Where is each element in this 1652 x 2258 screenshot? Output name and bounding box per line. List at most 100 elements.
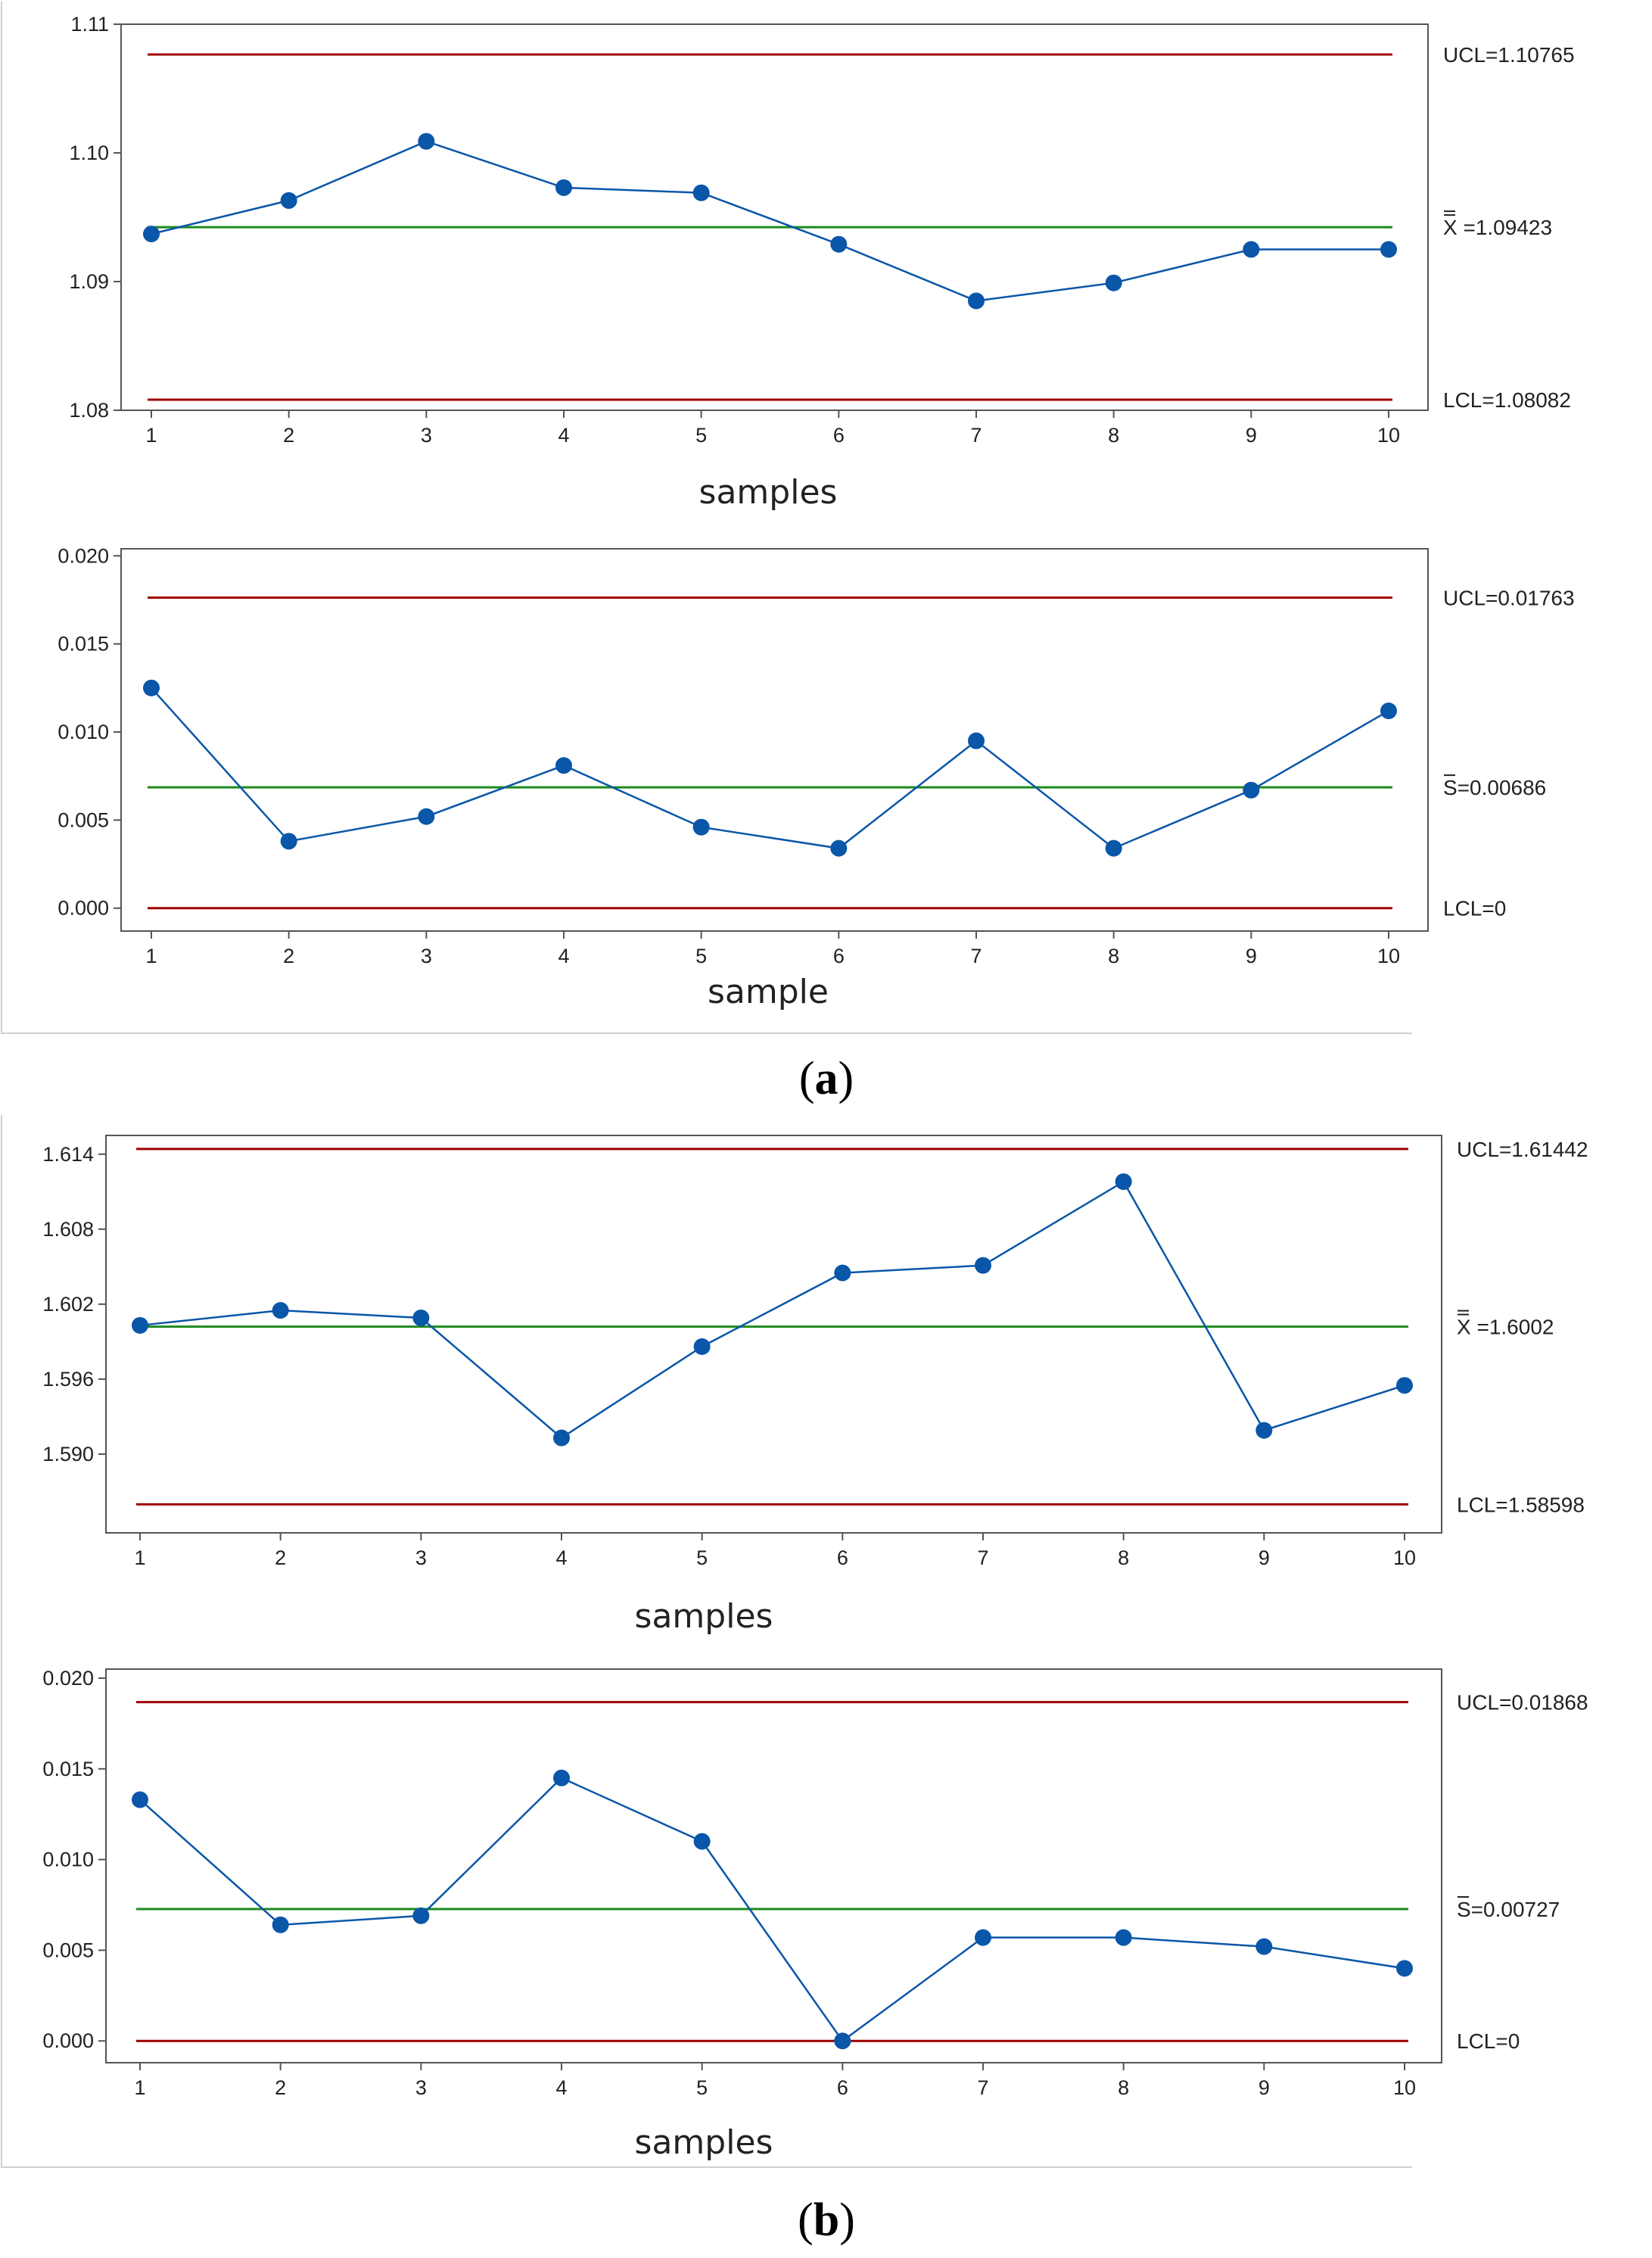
y-tick-label: 0.000 <box>58 897 109 920</box>
center-label: S=0.00727 <box>1457 1898 1560 1921</box>
x-tick-label: 1 <box>145 424 157 447</box>
data-point <box>830 235 848 253</box>
series-line <box>139 1777 1405 2043</box>
x-tick-label: 4 <box>555 1546 567 1569</box>
x-tick-label: 10 <box>1393 1546 1416 1569</box>
x-tick-label: 6 <box>837 2076 848 2099</box>
x-tick-label: 7 <box>977 1546 988 1569</box>
x-tick-label: 10 <box>1377 424 1400 447</box>
chart-b-xbar: 1.590 1.596 1.602 1.608 1.614 1 2 3 4 5 6 7 8 9 10 samp… <box>42 1135 1588 1636</box>
data-point <box>968 732 985 749</box>
data-point <box>272 1916 289 1933</box>
x-axis-label: samples <box>635 2123 773 2162</box>
data-point <box>693 1833 711 1850</box>
caption-a: (a) <box>799 1053 854 1104</box>
data-point <box>1243 241 1260 258</box>
x-tick-label: 2 <box>275 2076 286 2099</box>
y-tick-label: 0.005 <box>42 1939 94 1961</box>
x-tick-label: 7 <box>970 945 982 967</box>
data-point <box>132 1791 148 1808</box>
center-value: =1.6002 <box>1471 1316 1554 1339</box>
lcl-label: LCL=1.58598 <box>1457 1493 1585 1516</box>
ucl-label: UCL=0.01763 <box>1443 586 1575 609</box>
y-tick-label: 1.596 <box>42 1368 94 1391</box>
data-point <box>555 757 572 774</box>
center-symbol: S <box>1457 1898 1471 1921</box>
plot-frame <box>120 23 1429 411</box>
x-tick-label: 3 <box>421 424 432 447</box>
y-tick-label: 0.005 <box>58 808 109 831</box>
lcl-label: LCL=0 <box>1443 897 1506 920</box>
x-tick-label: 6 <box>833 424 845 447</box>
data-point <box>280 192 297 209</box>
y-tick-label: 0.010 <box>58 721 109 743</box>
ucl-label: UCL=1.61442 <box>1457 1138 1588 1161</box>
x-tick-label: 8 <box>1118 1546 1129 1569</box>
x-tick-label: 8 <box>1108 945 1119 967</box>
data-point <box>418 132 435 150</box>
y-tick-label: 0.015 <box>58 633 109 656</box>
center-symbol: X <box>1443 216 1458 239</box>
x-tick-label: 6 <box>833 945 845 967</box>
chart-a-xbar: 1.08 1.09 1.10 1.11 1 2 3 4 5 6 7 8 9 10 samples UCL=1.… <box>69 13 1574 512</box>
center-label: X =1.6002 <box>1457 1316 1554 1339</box>
data-point <box>1396 1960 1413 1977</box>
center-symbol: S <box>1443 776 1458 799</box>
data-point <box>693 1338 711 1356</box>
panel-a-border <box>1 2 1412 1034</box>
x-tick-label: 7 <box>977 2076 988 2099</box>
data-point <box>692 818 710 836</box>
lcl-label: LCL=1.08082 <box>1443 388 1571 412</box>
x-tick-label: 3 <box>415 2076 427 2099</box>
data-point <box>975 1929 991 1946</box>
plot-frame <box>120 548 1429 932</box>
x-tick-label: 5 <box>696 2076 708 2099</box>
center-value: =0.00727 <box>1471 1898 1560 1921</box>
y-tick-label: 1.09 <box>69 270 109 293</box>
x-tick-label: 8 <box>1118 2076 1129 2099</box>
data-point <box>553 1429 570 1447</box>
panel-b-border <box>1 1115 1412 2168</box>
data-point <box>1105 274 1122 291</box>
data-point <box>1243 781 1260 799</box>
x-tick-label: 2 <box>283 945 294 967</box>
data-point <box>1380 702 1397 720</box>
data-point <box>412 1310 430 1327</box>
y-tick-label: 0.015 <box>42 1758 94 1780</box>
data-point <box>1255 1938 1273 1955</box>
x-tick-label: 9 <box>1246 424 1257 447</box>
data-point <box>834 1264 851 1282</box>
y-tick-label: 0.010 <box>42 1848 94 1871</box>
x-tick-label: 6 <box>837 1546 848 1569</box>
x-tick-label: 9 <box>1258 1546 1270 1569</box>
series-line <box>139 1180 1405 1440</box>
caption-b: (b) <box>798 2194 855 2246</box>
data-point <box>692 184 710 201</box>
data-point <box>830 839 848 857</box>
x-tick-label: 8 <box>1108 424 1119 447</box>
x-tick-label: 5 <box>696 1546 708 1569</box>
y-tick-label: 1.08 <box>69 399 109 422</box>
y-tick-label: 1.11 <box>70 13 109 36</box>
x-tick-label: 5 <box>695 424 707 447</box>
x-tick-label: 10 <box>1377 945 1400 967</box>
data-point <box>553 1769 570 1786</box>
chart-a-s: 0.000 0.005 0.010 0.015 0.020 1 2 3 4 5 6 7 8 9 10 samp… <box>58 544 1574 1011</box>
x-tick-label: 4 <box>555 2076 567 2099</box>
y-tick-label: 0.000 <box>42 2029 94 2052</box>
data-point <box>968 292 985 310</box>
data-point <box>143 679 160 696</box>
data-point <box>834 2032 851 2050</box>
y-tick-label: 1.608 <box>42 1218 94 1241</box>
x-tick-label: 10 <box>1393 2076 1416 2099</box>
center-value: =0.00686 <box>1458 776 1547 799</box>
center-label: X =1.09423 <box>1443 216 1552 239</box>
y-tick-label: 0.020 <box>58 544 109 567</box>
y-tick-label: 1.614 <box>42 1143 94 1166</box>
x-axis-label: sample <box>708 973 829 1011</box>
data-point <box>132 1316 148 1334</box>
data-point <box>418 808 435 825</box>
data-point <box>280 833 297 850</box>
ucl-label: UCL=1.10765 <box>1443 43 1575 67</box>
data-point <box>1115 1929 1132 1946</box>
